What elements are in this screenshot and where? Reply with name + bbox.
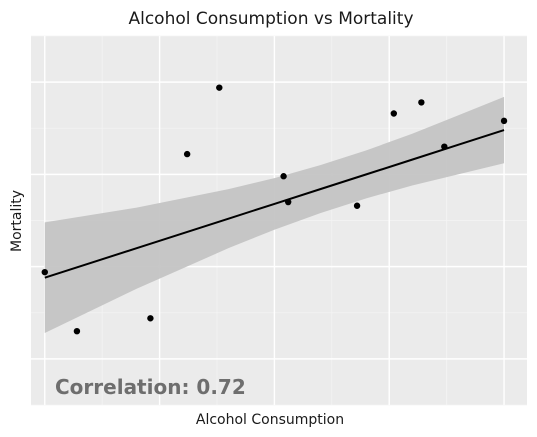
data-point <box>353 202 361 209</box>
y-axis-label: Mortality <box>9 190 25 252</box>
regression-line <box>44 129 505 279</box>
data-point <box>418 99 425 106</box>
correlation-annotation: Correlation: 0.72 <box>55 375 246 399</box>
confidence-band-layer <box>44 96 505 334</box>
data-point <box>147 315 154 322</box>
confidence-band <box>44 96 505 334</box>
data-point <box>390 110 398 117</box>
x-axis-label: Alcohol Consumption <box>196 412 344 428</box>
data-points <box>41 84 508 335</box>
data-point <box>441 143 448 150</box>
data-point <box>41 268 48 276</box>
data-point <box>216 84 223 91</box>
regression-line-layer <box>44 129 505 279</box>
chart-title: Alcohol Consumption vs Mortality <box>128 9 413 29</box>
data-point <box>500 117 508 125</box>
data-point <box>280 173 287 180</box>
data-point <box>73 328 81 335</box>
data-point <box>183 150 191 158</box>
data-point <box>284 198 292 206</box>
